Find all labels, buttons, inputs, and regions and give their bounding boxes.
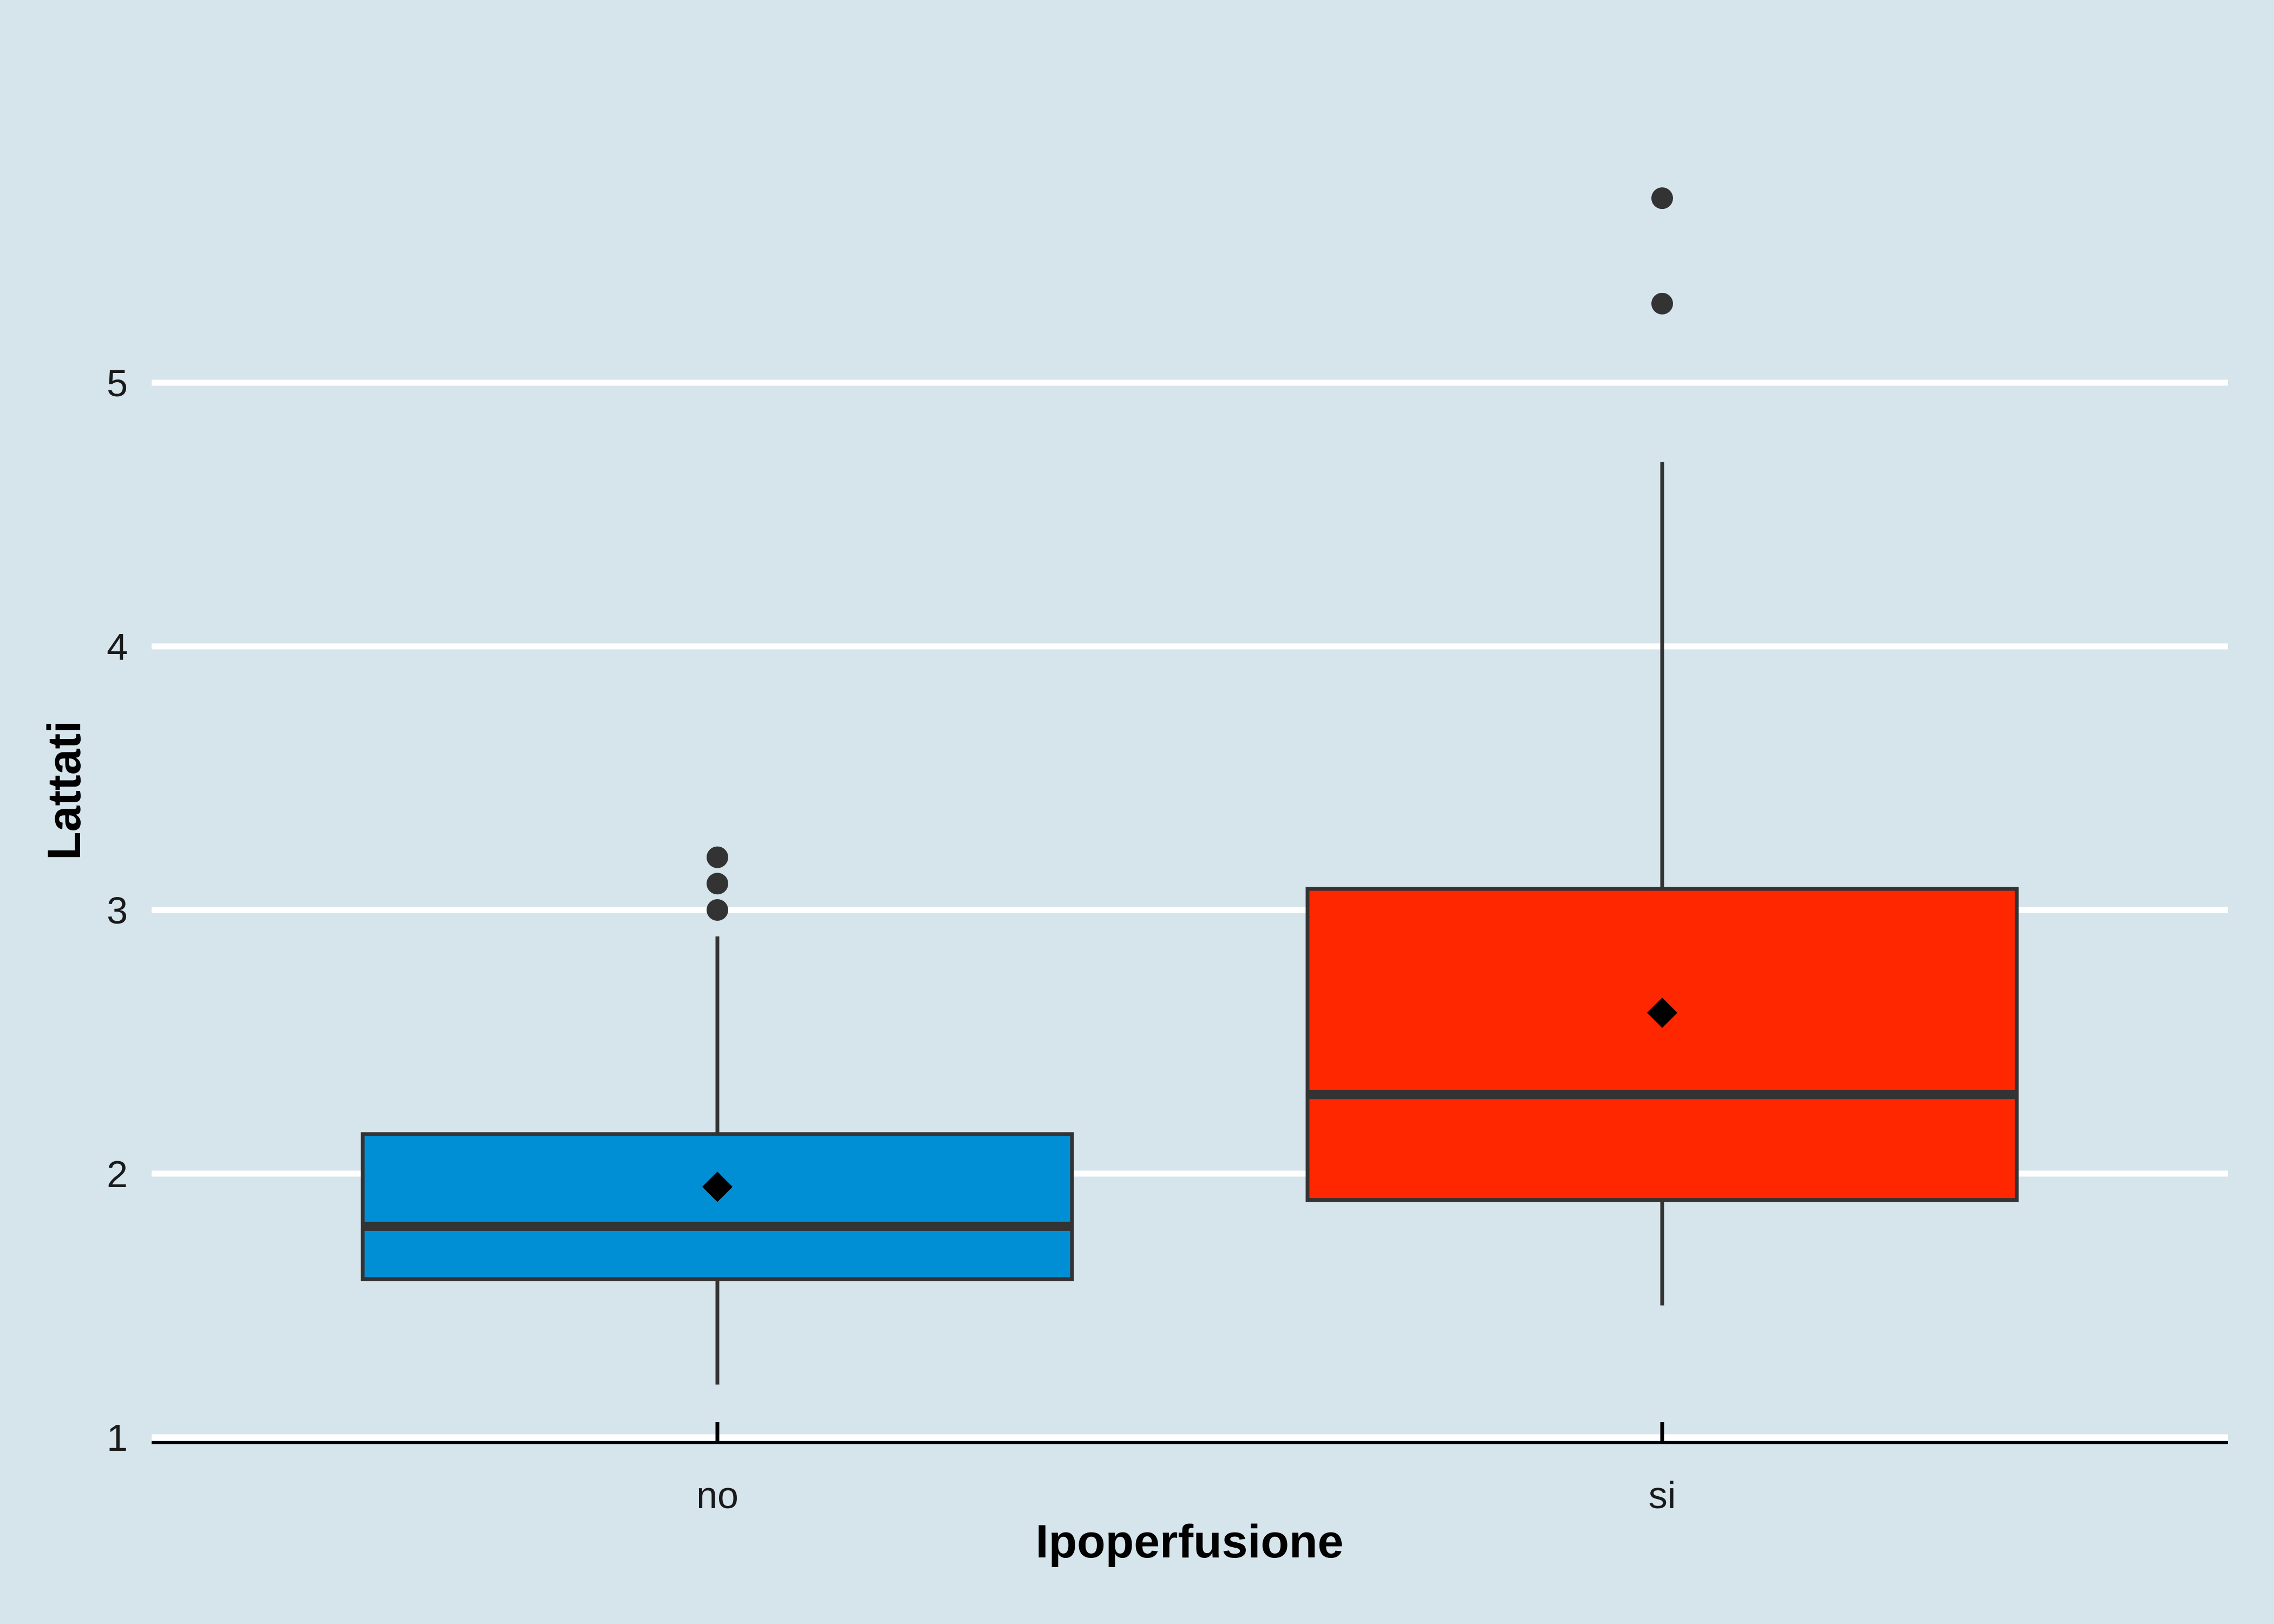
- boxes: [361, 187, 2019, 1385]
- outlier-point-no-0: [707, 899, 728, 921]
- y-axis-title: Lattati: [38, 721, 90, 860]
- x-tick-label-si: si: [1649, 1474, 1676, 1516]
- y-tick-label-2: 2: [107, 1153, 128, 1195]
- outlier-point-no-2: [707, 846, 728, 868]
- mean-marker-no: [702, 1171, 733, 1202]
- y-tick-label-3: 3: [107, 889, 128, 932]
- outlier-point-no-1: [707, 873, 728, 895]
- x-axis: no si: [152, 1422, 2228, 1516]
- box-no: [361, 1132, 1074, 1281]
- mean-marker-si: [1647, 997, 1677, 1028]
- y-tick-label-5: 5: [107, 362, 128, 404]
- box-group-si: [1305, 187, 2019, 1306]
- y-tick-label-1: 1: [107, 1417, 128, 1459]
- y-axis-ticks: 1 2 3 4 5: [107, 362, 128, 1459]
- outlier-point-si-0: [1651, 292, 1673, 315]
- box-si: [1305, 887, 2019, 1202]
- x-tick-label-no: no: [696, 1474, 739, 1516]
- x-axis-title: Ipoperfusione: [1036, 1516, 1344, 1568]
- outlier-point-si-1: [1651, 187, 1673, 209]
- box-group-no: [361, 846, 1074, 1385]
- y-tick-label-4: 4: [107, 626, 128, 668]
